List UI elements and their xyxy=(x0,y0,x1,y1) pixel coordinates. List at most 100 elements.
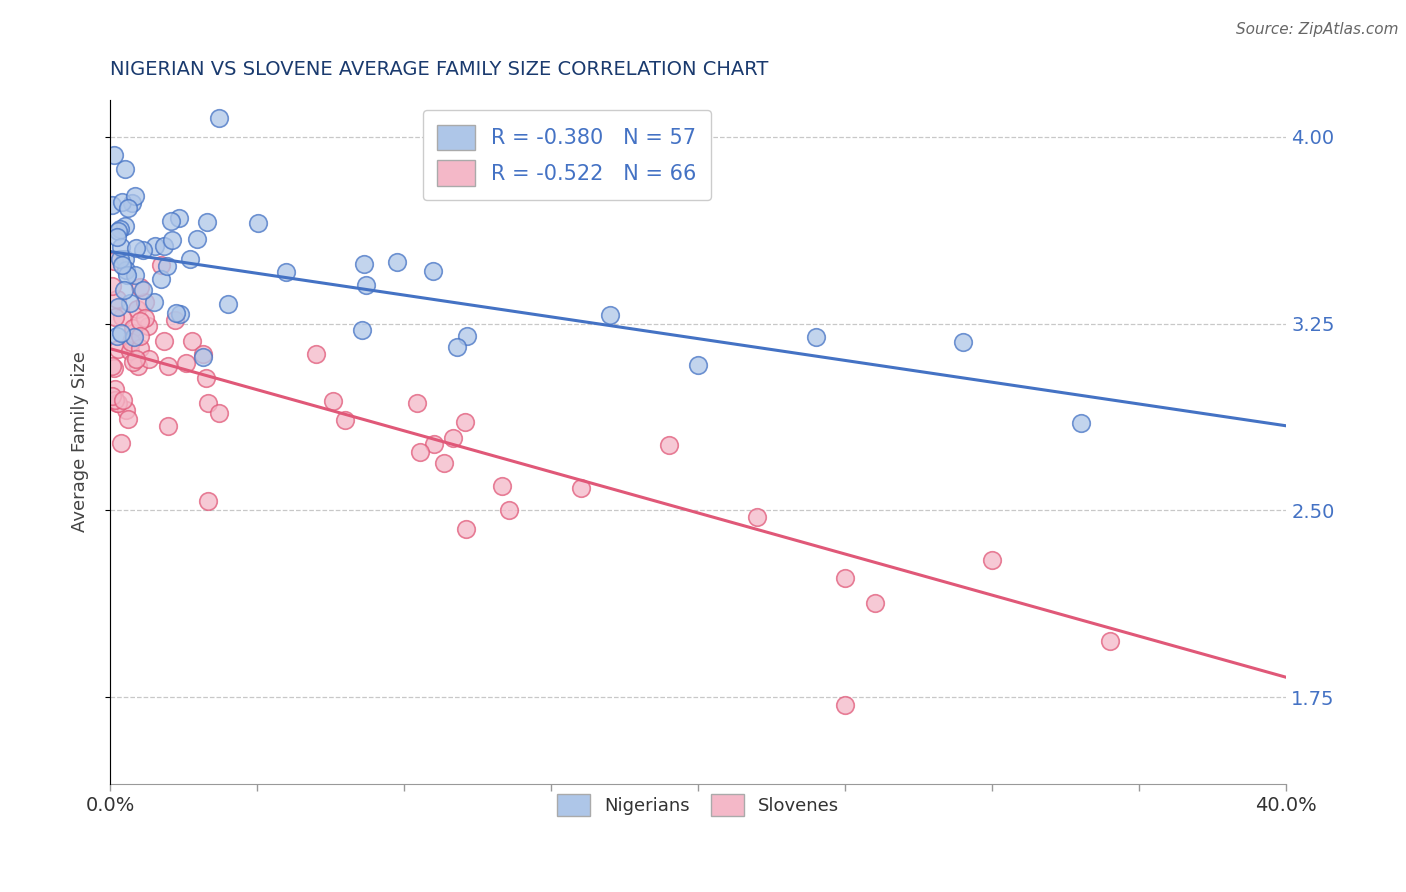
Point xyxy=(103,361,125,376)
Point xyxy=(132,243,155,257)
Point xyxy=(179,252,201,266)
Point xyxy=(100,198,122,212)
Text: NIGERIAN VS SLOVENE AVERAGE FAMILY SIZE CORRELATION CHART: NIGERIAN VS SLOVENE AVERAGE FAMILY SIZE … xyxy=(110,60,769,78)
Point xyxy=(454,415,477,429)
Point xyxy=(115,263,138,277)
Point xyxy=(208,111,231,125)
Point xyxy=(863,596,886,610)
Point xyxy=(108,252,131,267)
Point xyxy=(115,268,138,283)
Text: Source: ZipAtlas.com: Source: ZipAtlas.com xyxy=(1236,22,1399,37)
Point xyxy=(101,389,124,403)
Point xyxy=(121,332,143,346)
Point xyxy=(121,321,143,335)
Point xyxy=(1098,634,1121,648)
Point xyxy=(122,329,145,343)
Point xyxy=(118,296,141,310)
Point xyxy=(124,268,146,282)
Point xyxy=(745,510,768,524)
Point xyxy=(152,334,174,348)
Point xyxy=(153,239,176,253)
Point xyxy=(195,215,218,229)
Point xyxy=(195,370,218,384)
Point xyxy=(1070,416,1092,430)
Point xyxy=(353,257,375,271)
Point xyxy=(834,571,856,585)
Point xyxy=(176,356,198,370)
Point xyxy=(115,402,138,417)
Point xyxy=(142,295,165,310)
Point xyxy=(433,456,456,470)
Point xyxy=(405,396,427,410)
Point xyxy=(952,335,974,350)
Point xyxy=(156,359,179,373)
Point xyxy=(385,255,408,269)
Point xyxy=(350,323,373,337)
Point xyxy=(103,254,125,268)
Point xyxy=(136,318,159,333)
Point xyxy=(491,478,513,492)
Point xyxy=(111,258,134,272)
Point xyxy=(104,393,127,408)
Point xyxy=(217,297,239,311)
Point xyxy=(149,258,172,272)
Point xyxy=(100,359,122,374)
Point xyxy=(804,330,827,344)
Point xyxy=(498,502,520,516)
Point xyxy=(322,394,344,409)
Point xyxy=(117,412,139,426)
Point xyxy=(107,230,129,244)
Point xyxy=(120,335,142,350)
Point xyxy=(208,406,231,420)
Point xyxy=(107,224,129,238)
Point xyxy=(143,238,166,252)
Point xyxy=(114,252,136,266)
Point xyxy=(169,307,191,321)
Point xyxy=(134,310,156,325)
Point xyxy=(834,698,856,712)
Point xyxy=(305,347,328,361)
Legend: Nigerians, Slovenes: Nigerians, Slovenes xyxy=(550,787,846,823)
Point xyxy=(124,352,146,367)
Point xyxy=(103,147,125,161)
Point xyxy=(160,233,183,247)
Point xyxy=(120,344,142,359)
Point xyxy=(105,328,128,343)
Point xyxy=(163,313,186,327)
Point xyxy=(129,314,152,328)
Point xyxy=(169,211,191,226)
Point xyxy=(191,346,214,360)
Point xyxy=(197,494,219,508)
Point xyxy=(197,396,219,410)
Point xyxy=(274,265,297,279)
Point xyxy=(114,162,136,177)
Point xyxy=(114,219,136,233)
Point xyxy=(159,214,181,228)
Point xyxy=(127,301,149,316)
Point xyxy=(105,292,128,306)
Point xyxy=(101,279,124,293)
Point xyxy=(110,436,132,450)
Point xyxy=(104,310,127,324)
Point xyxy=(456,523,478,537)
Point xyxy=(121,196,143,211)
Point xyxy=(111,310,134,324)
Point xyxy=(128,341,150,355)
Point xyxy=(156,418,179,433)
Point xyxy=(156,259,179,273)
Point xyxy=(127,359,149,374)
Point xyxy=(107,395,129,409)
Point xyxy=(180,334,202,349)
Point xyxy=(110,222,132,236)
Point xyxy=(134,295,156,310)
Point xyxy=(111,392,134,407)
Point xyxy=(408,444,430,458)
Point xyxy=(191,350,214,364)
Point xyxy=(456,328,478,343)
Point xyxy=(186,232,208,246)
Point xyxy=(112,283,135,297)
Point xyxy=(107,343,129,357)
Point xyxy=(246,216,269,230)
Point xyxy=(423,437,446,451)
Point xyxy=(569,481,592,495)
